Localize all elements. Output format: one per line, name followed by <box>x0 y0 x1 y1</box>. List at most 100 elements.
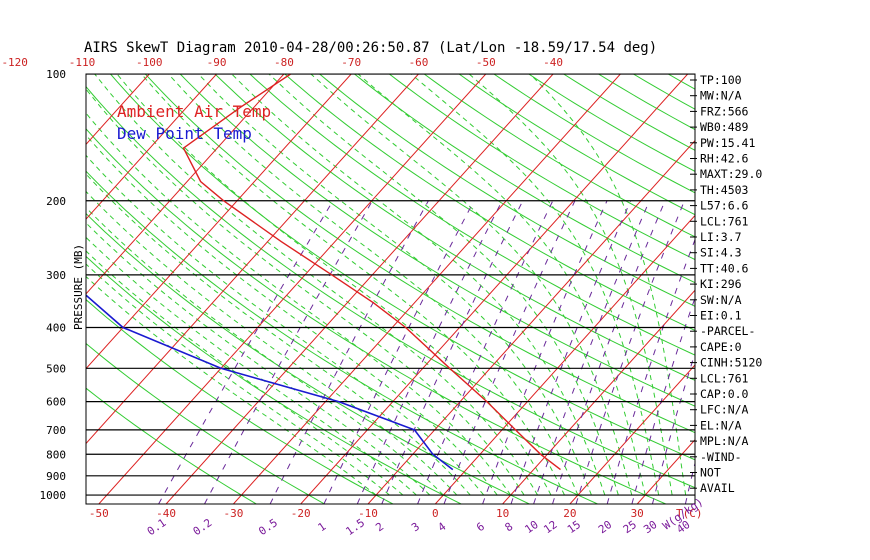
isotherm-line <box>86 74 285 295</box>
moist-adiabat-line <box>86 206 444 496</box>
index-label: LCL:761 <box>700 371 749 385</box>
moist-adiabat-line <box>86 263 390 496</box>
index-label: CAP:0.0 <box>700 387 749 401</box>
index-label: FRZ:566 <box>700 104 749 118</box>
moist-adiabat-line <box>86 134 498 496</box>
pressure-tick-label: 700 <box>46 424 66 437</box>
index-label: MAXT:29.0 <box>700 167 762 181</box>
dry-adiabat-line <box>86 85 695 489</box>
top-temp-tick-label: -40 <box>543 56 563 69</box>
dry-adiabat-line <box>808 74 870 504</box>
top-temp-tick-label: -50 <box>476 56 496 69</box>
top-temp-tick-label: -80 <box>274 56 294 69</box>
bottom-temp-tick-label: 30 <box>631 507 644 520</box>
pressure-tick-label: 1000 <box>40 489 67 502</box>
index-label: -PARCEL- <box>700 324 755 338</box>
isotherm-line <box>300 74 689 504</box>
plot-frame <box>85 73 696 505</box>
isotherm-line <box>367 139 695 504</box>
index-label: EI:0.1 <box>700 309 742 323</box>
mixing-ratio-tick-label: 20 <box>596 518 614 536</box>
mixing-ratio-line <box>204 200 373 504</box>
mixing-ratio-tick-label: 25 <box>621 518 639 536</box>
index-label: CINH:5120 <box>700 356 762 370</box>
mixing-ratio-line <box>356 200 503 504</box>
dry-adiabat-line <box>86 170 598 504</box>
top-temp-tick-label: -60 <box>409 56 429 69</box>
dry-adiabat-line <box>423 74 695 238</box>
top-temp-tick-label: -70 <box>341 56 361 69</box>
dry-adiabat-line <box>528 74 695 172</box>
dry-adiabat-line <box>110 74 695 461</box>
mixing-ratio-line <box>631 296 695 504</box>
index-label: L57:6.6 <box>700 199 749 213</box>
legend-ambient-air-temp: Ambient Air Temp <box>117 102 271 121</box>
dry-adiabat-line <box>86 299 394 504</box>
index-label: AVAIL <box>700 481 735 495</box>
dry-adiabat-line <box>354 74 695 284</box>
index-label: KI:296 <box>700 277 742 291</box>
pressure-tick-label: 800 <box>46 448 66 461</box>
dry-adiabat-line <box>86 128 666 504</box>
dry-adiabat-line <box>284 74 695 331</box>
mixing-ratio-line <box>684 461 695 504</box>
mixing-ratio-tick-label: 4 <box>436 520 449 535</box>
dew-point-temp-line <box>86 294 454 471</box>
moist-adiabat-line <box>86 173 471 496</box>
mixing-ratio-tick-label: 2 <box>373 520 386 534</box>
mixing-ratio-line <box>510 200 632 504</box>
dry-adiabat-line <box>86 342 325 504</box>
isotherm-line <box>502 289 695 504</box>
moist-adiabat-line <box>357 74 646 496</box>
moist-adiabat-line <box>310 74 633 496</box>
dry-adiabat-line <box>493 74 695 194</box>
mixing-ratio-tick-label: 1 <box>315 520 328 534</box>
isotherm-line <box>165 74 554 504</box>
mixing-ratio-line <box>482 200 608 504</box>
mixing-ratio-tick-label: 0.5 <box>256 516 280 538</box>
bottom-temp-tick-label: 10 <box>496 507 509 520</box>
index-label: TH:4503 <box>700 183 749 197</box>
legend-dew-point-temp: Dew Point Temp <box>117 124 252 143</box>
isotherm-line <box>569 364 695 504</box>
moist-adiabat-line <box>94 74 539 496</box>
mixing-ratio-line <box>323 200 475 504</box>
moist-adiabat-line <box>410 74 660 496</box>
moist-adiabat-line <box>86 250 404 496</box>
moist-adiabat-line <box>86 88 525 496</box>
index-label: LI:3.7 <box>700 230 742 244</box>
y-axis-label: PRESSURE (MB) <box>72 244 85 330</box>
index-label: NOT <box>700 466 721 480</box>
mixing-ratio-tick-label: 3 <box>409 520 422 534</box>
moist-adiabat-line <box>231 74 606 496</box>
moist-adiabat-line <box>86 154 485 496</box>
mixing-ratio-line <box>575 200 685 504</box>
index-label: TP:100 <box>700 73 742 87</box>
bottom-temp-tick-label: -30 <box>223 507 243 520</box>
pressure-tick-label: 300 <box>46 269 66 282</box>
mixing-ratio-line <box>651 351 695 504</box>
bottom-temp-unit: T(C) <box>676 507 703 520</box>
bottom-temp-tick-label: -40 <box>156 507 176 520</box>
index-label: SW:N/A <box>700 293 742 307</box>
isotherm-line <box>86 74 352 370</box>
index-label: -WIND- <box>700 450 742 464</box>
mixing-ratio-tick-label: 10 <box>522 518 540 536</box>
mixing-ratio-tick-label: 6 <box>474 520 487 534</box>
dry-adiabat-line <box>249 74 695 356</box>
mixing-ratio-line <box>606 238 695 504</box>
mixing-ratio-line <box>381 200 524 504</box>
isotherm-line <box>0 74 15 504</box>
mixing-ratio-tick-label: 8 <box>503 520 516 534</box>
dry-adiabat-line <box>388 74 695 261</box>
mixing-ratio-tick-label: 12 <box>541 518 559 536</box>
moist-adiabat-line <box>141 74 565 496</box>
mixing-ratio-line <box>158 200 334 504</box>
moist-adiabat-line <box>86 190 458 496</box>
pressure-tick-label: 400 <box>46 322 66 335</box>
dry-adiabat-line <box>86 387 257 504</box>
index-label: EL:N/A <box>700 418 742 432</box>
dry-adiabat-line <box>458 74 695 216</box>
index-label: LFC:N/A <box>700 403 749 417</box>
